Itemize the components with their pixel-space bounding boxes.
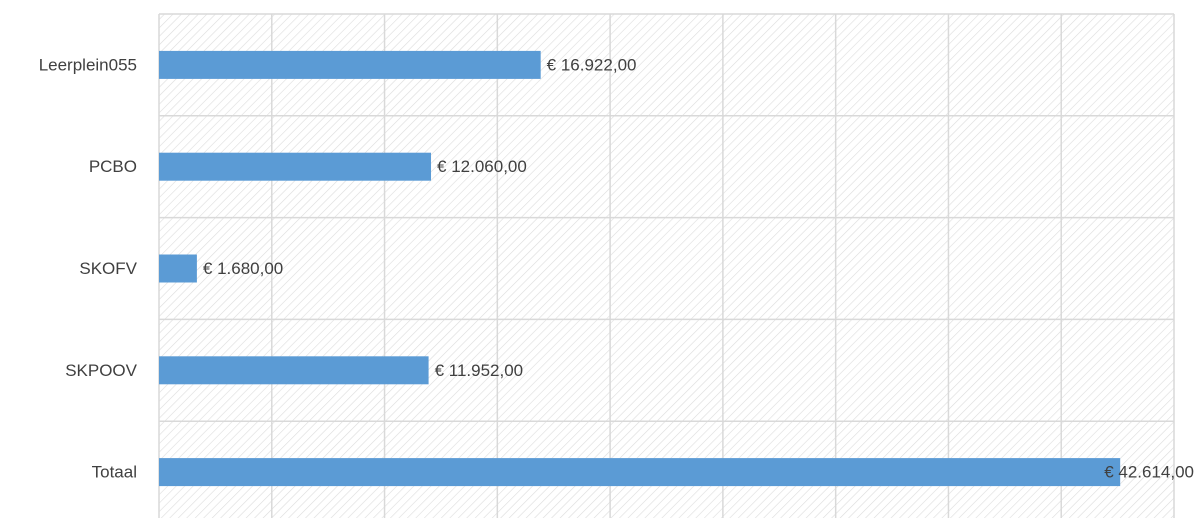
y-tick-label: Totaal <box>92 463 137 482</box>
data-label: € 1.680,00 <box>203 259 283 278</box>
y-tick-label: PCBO <box>89 157 137 176</box>
bar <box>159 254 197 283</box>
bar <box>159 356 429 385</box>
plot-area <box>159 14 1174 518</box>
y-tick-label: Leerplein055 <box>39 55 137 74</box>
bar <box>159 152 432 181</box>
data-label: € 12.060,00 <box>437 157 527 176</box>
data-label: € 16.922,00 <box>547 55 637 74</box>
y-tick-label: SKOFV <box>79 259 137 278</box>
data-label: € 42.614,00 <box>1104 463 1194 482</box>
bar <box>159 458 1121 487</box>
data-label: € 11.952,00 <box>435 361 524 380</box>
bar <box>159 50 541 79</box>
y-tick-label: SKPOOV <box>65 361 137 380</box>
